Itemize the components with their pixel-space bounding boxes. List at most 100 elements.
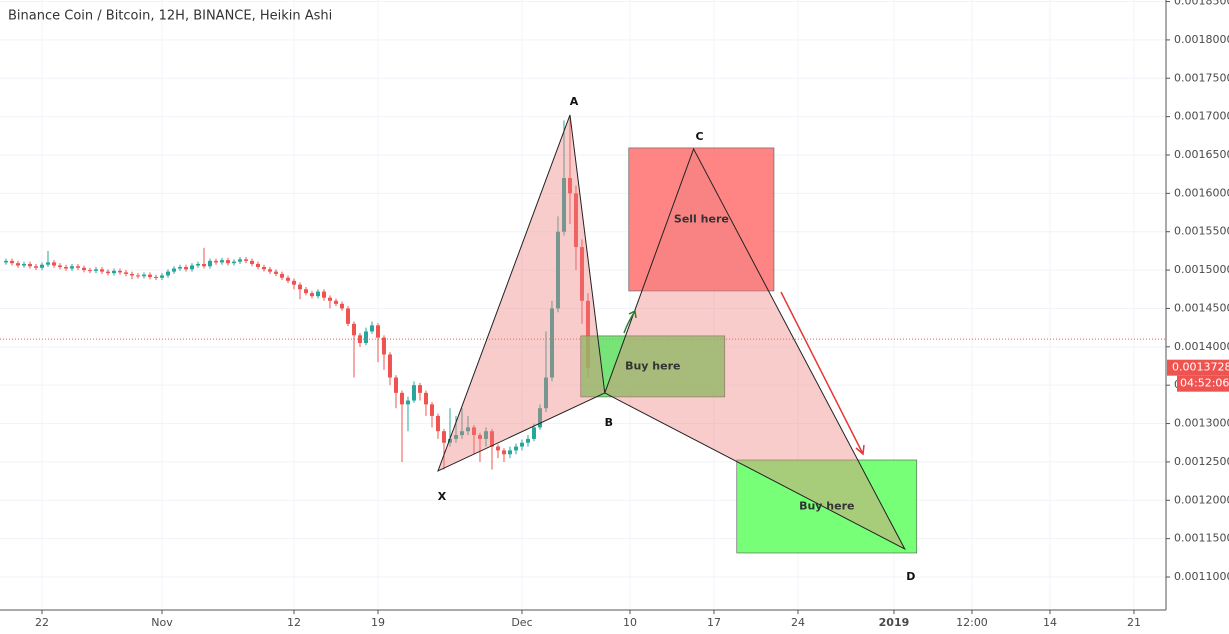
countdown-tag	[1177, 375, 1229, 392]
candle-body	[465, 427, 470, 432]
x-tick-label: 10	[623, 616, 637, 629]
candle-body	[291, 280, 296, 285]
zone-label: Sell here	[674, 212, 729, 225]
zone-box	[736, 459, 918, 554]
candle-body	[177, 267, 182, 269]
arrow-up	[623, 310, 636, 334]
y-tick-label: 0.0018500	[1174, 0, 1229, 8]
candle-body	[57, 265, 62, 268]
candle-body	[153, 276, 158, 278]
candle-body	[15, 263, 20, 266]
arrow-down	[780, 291, 864, 455]
y-tick-label: 0.0012500	[1174, 455, 1229, 468]
candle-body	[489, 431, 494, 447]
x-tick-label: 2019	[879, 616, 910, 629]
y-tick-label: 0.0011500	[1174, 532, 1229, 545]
candle-body	[363, 331, 368, 343]
candle-body	[9, 260, 14, 264]
zone-box	[580, 335, 726, 398]
drawings: X A B C D Sell here Buy here Buy here	[0, 95, 1166, 583]
candle-body	[87, 270, 92, 272]
candle-body	[387, 354, 392, 378]
candle-body	[393, 377, 398, 393]
candle-body	[171, 268, 176, 272]
candle-body	[273, 271, 278, 274]
y-tick-label: 0.0015500	[1174, 225, 1229, 238]
pattern-triangle	[604, 147, 906, 551]
y-tick-label: 0.0012000	[1174, 493, 1229, 506]
candle-body	[375, 325, 380, 338]
candle-body	[507, 450, 512, 455]
candle-body	[435, 415, 440, 432]
arrow-head	[628, 309, 637, 319]
candle-body	[237, 259, 242, 262]
pattern-point-label: X	[438, 490, 447, 503]
candle-body	[243, 259, 248, 261]
x-tick-label: 17	[707, 616, 721, 629]
candle-body	[303, 289, 308, 294]
candle-body	[453, 435, 458, 439]
candle-body	[63, 267, 68, 269]
last-price-tag	[1167, 359, 1229, 376]
x-tick-label: 19	[371, 616, 385, 629]
candle-body	[309, 293, 314, 297]
y-tick-label: 0.0016000	[1174, 186, 1229, 199]
pattern-triangle	[437, 114, 606, 472]
candle-body	[45, 262, 50, 265]
candle-body	[267, 269, 272, 272]
y-tick-label: 0.0018000	[1174, 33, 1229, 46]
candle-body	[525, 438, 530, 443]
candle-body	[333, 300, 338, 304]
countdown-label: 04:52:06	[1180, 377, 1229, 390]
candle-body	[255, 263, 260, 268]
candle-body	[531, 427, 536, 439]
candle-body	[147, 274, 152, 277]
candle-body	[429, 404, 434, 416]
candle-body	[117, 270, 122, 273]
zone-label: Buy here	[625, 359, 680, 372]
candle-body	[21, 263, 26, 266]
candle-body	[285, 277, 290, 281]
candle-body	[249, 260, 254, 264]
candle-body	[483, 431, 488, 439]
candle-body	[423, 392, 428, 405]
candle-body	[3, 260, 8, 263]
candle-body	[351, 323, 356, 336]
candle-body	[159, 275, 164, 278]
candle-body	[471, 427, 476, 436]
y-tick-label: 0.0014500	[1174, 301, 1229, 314]
candle-body	[105, 271, 110, 274]
candle-body	[39, 264, 44, 268]
candle-body	[141, 274, 146, 277]
candle-body	[369, 325, 374, 332]
candle-body	[561, 178, 566, 232]
candle-body	[441, 431, 446, 443]
candle-body	[165, 271, 170, 276]
candle-body	[477, 435, 482, 439]
y-tick-label: 0.0016500	[1174, 148, 1229, 161]
candle-body	[513, 446, 518, 451]
x-tick-label: 24	[791, 616, 805, 629]
candle-body	[51, 262, 56, 266]
candle-body	[129, 273, 134, 276]
zone-box	[628, 147, 775, 292]
candle-body	[459, 431, 464, 436]
candle-body	[75, 266, 80, 268]
candle-body	[405, 400, 410, 405]
x-tick-label: 12:00	[956, 616, 988, 629]
candle-body	[261, 267, 266, 270]
candle-body	[501, 450, 506, 455]
candle-body	[315, 291, 320, 297]
arrow-head	[855, 444, 865, 456]
candle-body	[321, 291, 326, 298]
candle-body	[81, 267, 86, 271]
candle-body	[195, 263, 200, 266]
x-tick-label: 12	[287, 616, 301, 629]
candle-body	[549, 308, 554, 378]
zone-label: Buy here	[799, 499, 854, 512]
pattern-point-label: C	[696, 130, 704, 143]
candle-body	[585, 300, 590, 368]
x-tick-label: 21	[1127, 616, 1141, 629]
